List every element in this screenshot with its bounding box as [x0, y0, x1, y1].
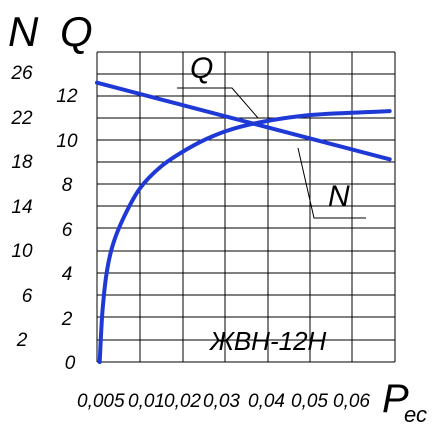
q-tick-label: 10 — [56, 131, 78, 152]
n-label-leader — [297, 147, 366, 219]
series-n-label: N — [328, 180, 350, 213]
q-label-leader — [177, 87, 259, 119]
x-tick-label: 0,01 — [128, 391, 165, 412]
n-tick-label: 6 — [22, 286, 33, 307]
x-tick-label: 0,005 — [77, 391, 125, 412]
q-tick-label: 4 — [62, 264, 73, 285]
series-n-line — [95, 80, 392, 162]
q-axis-ticks: 0 2 4 6 8 10 12 — [56, 86, 78, 374]
x-tick-label: 0,04 — [248, 391, 285, 412]
x-tick-label: 0,03 — [203, 391, 240, 412]
n-axis-ticks: 2 6 10 14 18 22 26 — [10, 63, 33, 351]
n-tick-label: 26 — [10, 63, 33, 84]
x-axis-title: P — [382, 377, 409, 421]
chart-grid — [96, 51, 396, 363]
q-tick-label: 2 — [61, 309, 73, 330]
n-tick-label: 18 — [11, 152, 33, 173]
n-tick-label: 2 — [16, 330, 28, 351]
x-tick-label: 0,02 — [164, 391, 201, 412]
q-axis-title: Q — [60, 8, 93, 55]
x-axis-ticks: 0,005 0,01 0,02 0,03 0,04 0,05 0,06 — [77, 391, 370, 412]
q-tick-label: 0 — [65, 353, 76, 374]
x-tick-label: 0,06 — [333, 391, 370, 412]
x-axis-title-subscript: ес — [404, 402, 427, 427]
n-axis-title: N — [8, 8, 39, 55]
n-tick-label: 14 — [11, 197, 32, 218]
x-tick-label: 0,05 — [291, 391, 328, 412]
model-annotation: ЖВН-12Н — [208, 326, 327, 356]
q-tick-label: 8 — [62, 175, 73, 196]
n-tick-label: 22 — [10, 108, 33, 129]
q-tick-label: 12 — [56, 86, 78, 107]
series-q-line — [97, 109, 392, 364]
q-tick-label: 6 — [62, 220, 73, 241]
series-q-label: Q — [190, 52, 213, 85]
n-tick-label: 10 — [11, 241, 33, 262]
